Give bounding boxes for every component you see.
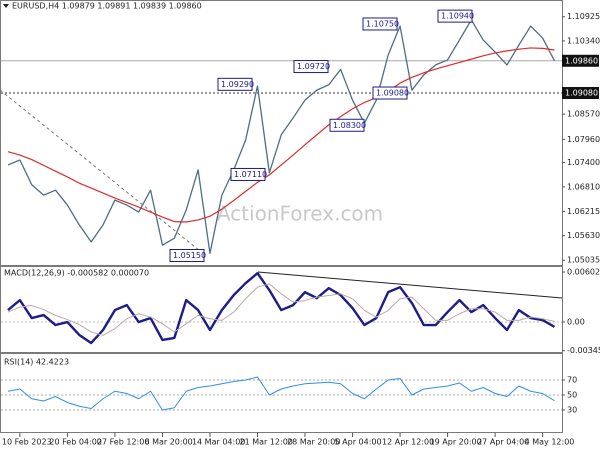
annotation-box [169, 248, 205, 262]
y-tick-label: 1.05630 [567, 231, 600, 240]
x-tick-label: 4 May 12:00 [525, 438, 575, 447]
annotation: 1.09080 [376, 89, 409, 98]
annotation-box [372, 86, 408, 100]
annotation-box [362, 17, 398, 31]
annotation: 1.10750 [366, 19, 399, 28]
annotation: 1.09720 [297, 62, 330, 71]
x-tick-label: 10 Feb 2023 [2, 438, 52, 447]
annotation: 1.05150 [173, 251, 206, 260]
annotation: 1.09290 [221, 80, 254, 89]
y-tick-label: 0.006023 [567, 268, 600, 277]
panel-title: MACD(12,26,9) -0.000582 0.000070 [4, 269, 149, 278]
y-tick-label: 1.07400 [567, 158, 600, 167]
price-label: 1.09080 [565, 89, 598, 98]
y-tick-label: 50 [567, 391, 577, 400]
annotation: 1.08300 [333, 121, 366, 130]
y-tick-label: 30 [567, 406, 577, 415]
y-tick-label: 1.05035 [567, 256, 600, 265]
series-line [7, 19, 556, 255]
series-line [7, 376, 555, 411]
x-tick-label: 14 Mar 04:00 [192, 438, 245, 447]
x-tick-label: 27 Feb 12:00 [97, 438, 149, 447]
y-tick-label: 1.08570 [567, 110, 600, 119]
price-label-box [562, 87, 599, 100]
price-label: 1.09860 [565, 56, 598, 65]
annotation: 1.10940 [441, 12, 474, 21]
watermark: ActionForex.com [217, 202, 383, 226]
annotation-box [293, 60, 329, 74]
y-tick-label: 1.10925 [567, 12, 600, 21]
x-tick-label: 5 Apr 04:00 [335, 438, 382, 447]
y-tick-label: 1.10340 [567, 36, 600, 45]
series-line [7, 47, 555, 223]
y-tick-label: 70 [567, 376, 577, 385]
x-tick-label: 28 Mar 20:00 [287, 438, 340, 447]
annotation-box [329, 118, 365, 132]
rsi-panel [0, 353, 563, 433]
annotation-box [437, 9, 473, 23]
x-tick-label: 20 Feb 04:00 [49, 438, 101, 447]
y-tick-label: -0.003456 [567, 346, 600, 355]
trend-line [0, 89, 206, 256]
x-tick-label: 6 Mar 20:00 [144, 438, 192, 447]
x-tick-label: 12 Apr 12:00 [382, 438, 434, 447]
annotation-box [217, 77, 253, 91]
price-label-box [562, 54, 599, 67]
y-tick-label: 0.00 [567, 318, 585, 327]
menu-triangle [3, 4, 9, 8]
panel-title: EURUSD,H4 1.09879 1.09891 1.09839 1.0986… [12, 2, 202, 11]
x-tick-label: 19 Apr 20:00 [430, 438, 482, 447]
x-tick-label: 27 Apr 04:00 [477, 438, 529, 447]
y-tick-label: 1.06215 [567, 207, 600, 216]
trend-line [257, 271, 563, 299]
price-panel [0, 0, 563, 266]
annotation-box [230, 167, 266, 181]
annotation: 1.07110 [234, 170, 267, 179]
y-tick-label: 1.06810 [567, 182, 600, 191]
series-line [7, 283, 555, 336]
panel-title: RSI(14) 42.4223 [4, 358, 69, 367]
x-tick-label: 21 Mar 12:00 [239, 438, 292, 447]
y-tick-label: 1.07960 [567, 135, 600, 144]
